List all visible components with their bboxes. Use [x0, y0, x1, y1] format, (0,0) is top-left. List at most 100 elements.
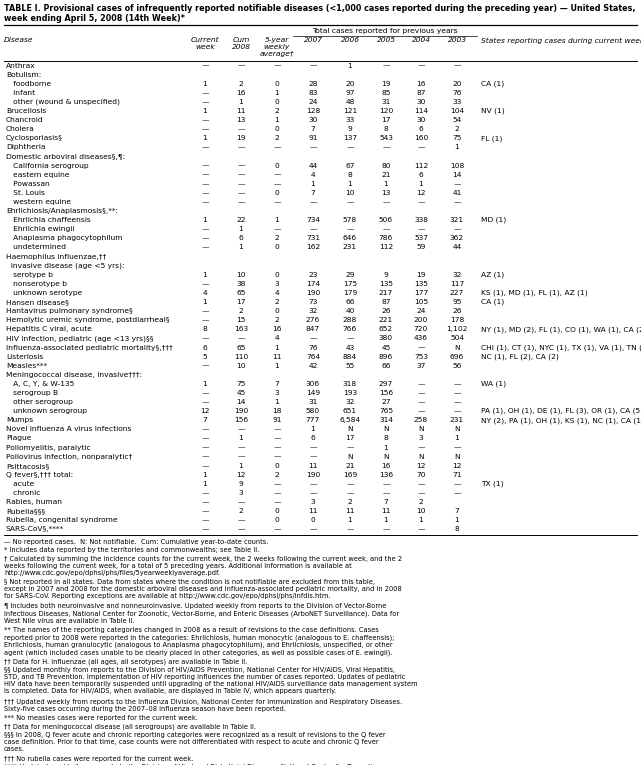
Text: 2004: 2004 — [412, 37, 431, 43]
Text: Cum
2008: Cum 2008 — [231, 37, 251, 50]
Text: 104: 104 — [450, 108, 464, 114]
Text: 786: 786 — [379, 236, 393, 242]
Text: 221: 221 — [379, 317, 393, 324]
Text: —: — — [346, 145, 354, 151]
Text: —: — — [201, 99, 209, 105]
Text: Brucellosis: Brucellosis — [6, 108, 46, 114]
Text: 10: 10 — [345, 190, 354, 196]
Text: —: — — [201, 317, 209, 324]
Text: —: — — [417, 381, 425, 387]
Text: —: — — [309, 526, 317, 532]
Text: 87: 87 — [416, 90, 426, 96]
Text: 70: 70 — [416, 472, 426, 478]
Text: —: — — [309, 199, 317, 205]
Text: Cholera: Cholera — [6, 126, 35, 132]
Text: 6,584: 6,584 — [340, 417, 360, 423]
Text: 1: 1 — [238, 99, 244, 105]
Text: A, C, Y, & W-135: A, C, Y, & W-135 — [6, 381, 74, 387]
Text: 12: 12 — [453, 463, 462, 469]
Text: serogroup B: serogroup B — [6, 390, 58, 396]
Text: 764: 764 — [306, 353, 320, 360]
Text: infant: infant — [6, 90, 35, 96]
Text: CHI (1), CT (1), NYC (1), TX (1), VA (1), TN (1): CHI (1), CT (1), NYC (1), TX (1), VA (1)… — [481, 344, 641, 351]
Text: Domestic arboviral diseases§,¶:: Domestic arboviral diseases§,¶: — [6, 154, 125, 160]
Text: —: — — [273, 426, 281, 432]
Text: * Includes data reported by the territories and commonwealths; see Table II.: * Includes data reported by the territor… — [4, 547, 259, 553]
Text: 2: 2 — [454, 126, 460, 132]
Text: —: — — [237, 444, 245, 451]
Text: —: — — [453, 199, 461, 205]
Text: 66: 66 — [381, 363, 391, 369]
Text: 380: 380 — [379, 335, 393, 341]
Text: —: — — [417, 490, 425, 496]
Text: Poliomyelitis, paralytic: Poliomyelitis, paralytic — [6, 444, 91, 451]
Text: 44: 44 — [453, 245, 462, 250]
Text: Rubella, congenital syndrome: Rubella, congenital syndrome — [6, 517, 117, 523]
Text: 7: 7 — [203, 417, 208, 423]
Text: Anaplasma phagocytophilum: Anaplasma phagocytophilum — [6, 236, 122, 242]
Text: —: — — [417, 344, 425, 350]
Text: —: — — [417, 444, 425, 451]
Text: 5: 5 — [203, 353, 207, 360]
Text: —: — — [237, 190, 245, 196]
Text: —: — — [417, 199, 425, 205]
Text: 8: 8 — [383, 435, 388, 441]
Text: §§§ In 2008, Q fever acute and chronic reporting categories were recognized as a: §§§ In 2008, Q fever acute and chronic r… — [4, 731, 386, 752]
Text: N: N — [383, 454, 389, 460]
Text: —: — — [201, 63, 209, 69]
Text: 0: 0 — [274, 308, 279, 314]
Text: 26: 26 — [381, 308, 391, 314]
Text: 10: 10 — [416, 508, 426, 514]
Text: —: — — [237, 126, 245, 132]
Text: —: — — [201, 226, 209, 233]
Text: 112: 112 — [414, 163, 428, 168]
Text: 48: 48 — [345, 99, 354, 105]
Text: —: — — [237, 145, 245, 151]
Text: 114: 114 — [414, 108, 428, 114]
Text: 362: 362 — [450, 236, 464, 242]
Text: 651: 651 — [343, 409, 357, 414]
Text: 95: 95 — [453, 299, 462, 305]
Text: —: — — [237, 454, 245, 460]
Text: Botulism:: Botulism: — [6, 72, 41, 77]
Text: Poliovirus infection, nonparalytic†: Poliovirus infection, nonparalytic† — [6, 454, 132, 460]
Text: § Not reported in all states. Data from states where the condition is not notifi: § Not reported in all states. Data from … — [4, 580, 402, 600]
Text: —: — — [453, 444, 461, 451]
Text: Meningococcal disease, invasive†††:: Meningococcal disease, invasive†††: — [6, 372, 142, 378]
Text: Anthrax: Anthrax — [6, 63, 36, 69]
Text: —: — — [346, 526, 354, 532]
Text: 163: 163 — [234, 327, 248, 332]
Text: 8: 8 — [383, 126, 388, 132]
Text: 2: 2 — [274, 472, 279, 478]
Text: 30: 30 — [308, 117, 318, 123]
Text: N: N — [418, 426, 424, 432]
Text: 10: 10 — [237, 272, 246, 278]
Text: —: — — [273, 145, 281, 151]
Text: —: — — [346, 490, 354, 496]
Text: —: — — [453, 181, 461, 187]
Text: 1: 1 — [203, 217, 208, 223]
Text: 190: 190 — [306, 290, 320, 296]
Text: Hansen disease§: Hansen disease§ — [6, 299, 69, 305]
Text: —: — — [453, 409, 461, 414]
Text: 16: 16 — [416, 81, 426, 86]
Text: Ehrlichiosis/Anaplasmosis§,**:: Ehrlichiosis/Anaplasmosis§,**: — [6, 208, 118, 214]
Text: —: — — [417, 390, 425, 396]
Text: 6: 6 — [419, 126, 423, 132]
Text: 0: 0 — [274, 126, 279, 132]
Text: Ehrlichia chaffeensis: Ehrlichia chaffeensis — [6, 217, 91, 223]
Text: 91: 91 — [272, 417, 282, 423]
Text: 177: 177 — [414, 290, 428, 296]
Text: 8: 8 — [454, 526, 460, 532]
Text: 1: 1 — [383, 444, 388, 451]
Text: 0: 0 — [274, 508, 279, 514]
Text: 18: 18 — [272, 409, 282, 414]
Text: Novel influenza A virus infections: Novel influenza A virus infections — [6, 426, 131, 432]
Text: 2006: 2006 — [340, 37, 360, 43]
Text: 1,102: 1,102 — [446, 327, 468, 332]
Text: 506: 506 — [379, 217, 393, 223]
Text: 83: 83 — [308, 90, 318, 96]
Text: 24: 24 — [308, 99, 318, 105]
Text: 1: 1 — [347, 181, 353, 187]
Text: 8: 8 — [203, 327, 208, 332]
